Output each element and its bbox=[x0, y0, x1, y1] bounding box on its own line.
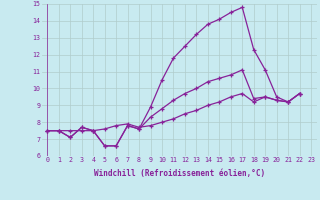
X-axis label: Windchill (Refroidissement éolien,°C): Windchill (Refroidissement éolien,°C) bbox=[94, 169, 265, 178]
